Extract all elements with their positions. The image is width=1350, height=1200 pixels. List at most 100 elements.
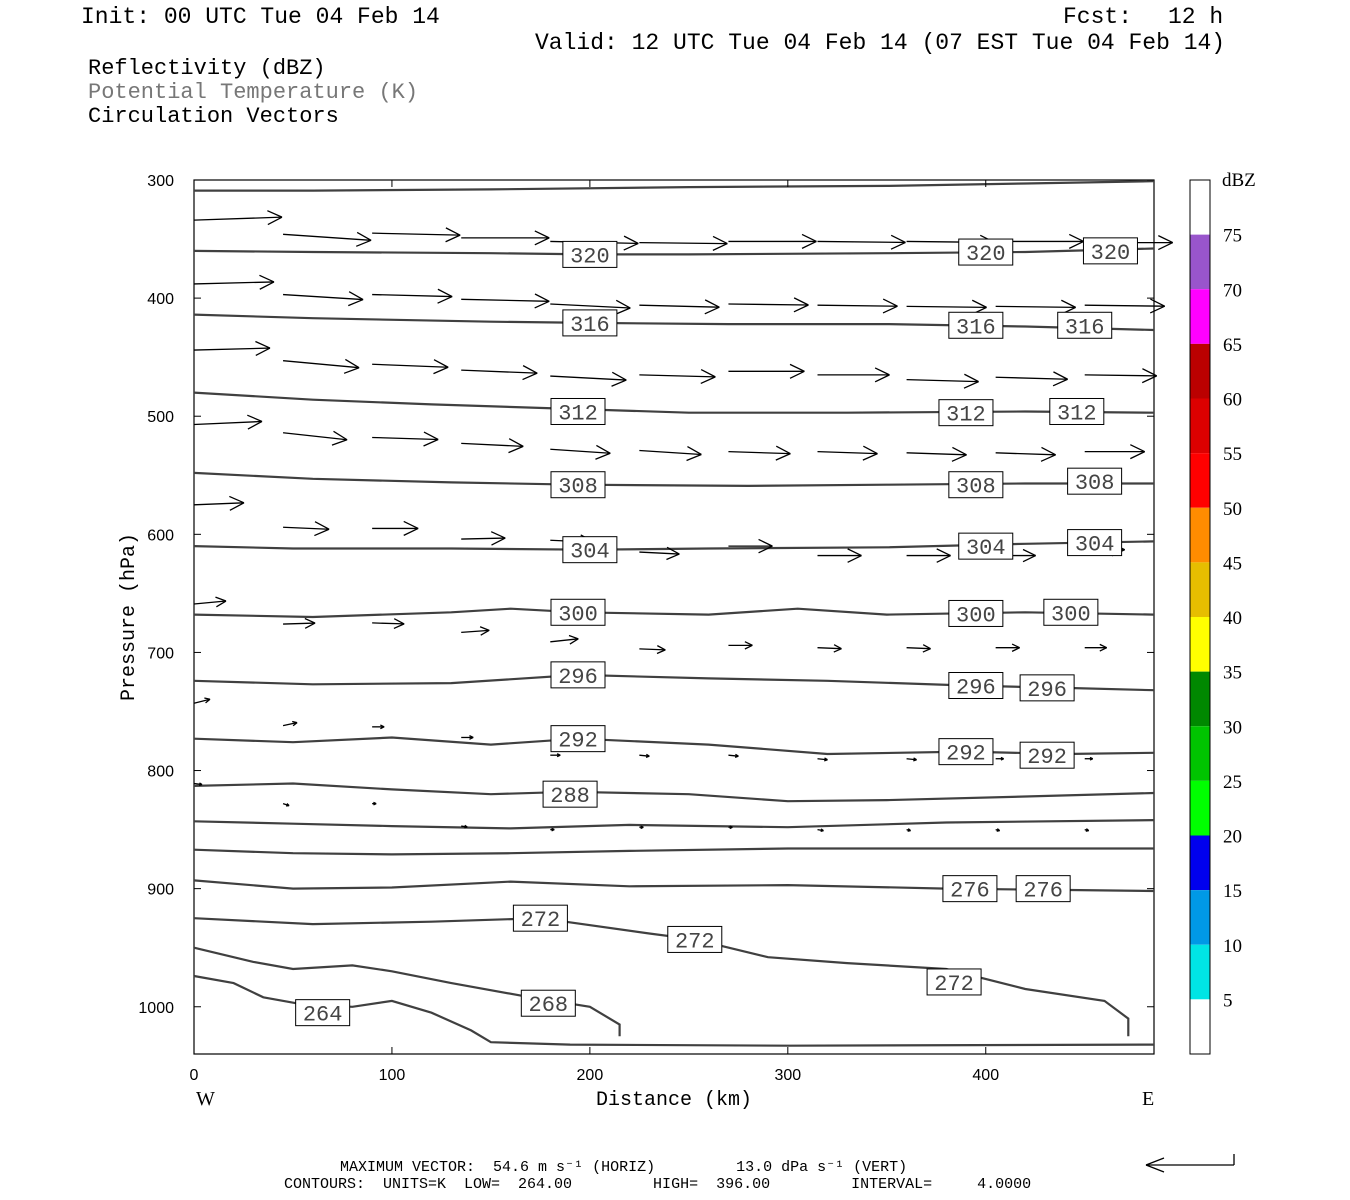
- vector-shaft: [817, 240, 906, 244]
- contour-label: 296: [550, 661, 606, 690]
- vector-head: [623, 235, 639, 244]
- vector-head: [314, 521, 330, 530]
- contour-label-text: 320: [966, 242, 1006, 267]
- vector-shaft: [817, 647, 842, 650]
- vector-head: [951, 454, 967, 462]
- circulation-vector: [461, 626, 490, 636]
- vector-head: [331, 439, 348, 446]
- circulation-vector: [728, 641, 753, 650]
- vector-shaft: [906, 647, 931, 650]
- circulation-vector: [995, 643, 1020, 652]
- vector-shaft: [283, 526, 330, 530]
- circulation-vector: [550, 634, 579, 645]
- vector-head: [304, 617, 316, 624]
- vector-shaft: [1084, 304, 1165, 307]
- vector-head: [259, 274, 275, 283]
- contour-label: 296: [948, 672, 1004, 701]
- vector-head: [469, 736, 474, 740]
- contour-label-box: [295, 999, 351, 1027]
- vector-head: [1089, 758, 1094, 761]
- circulation-vector: [728, 538, 773, 554]
- vector-shaft: [461, 298, 550, 302]
- contour-label-box: [1043, 598, 1099, 626]
- y-axis-title: Pressure (hPa): [118, 533, 141, 701]
- vector-shaft: [193, 600, 227, 605]
- vector-shaft: [283, 233, 372, 241]
- circulation-vector: [372, 359, 449, 375]
- vector-head: [801, 240, 817, 249]
- vector-head: [204, 697, 211, 700]
- circulation-vector: [817, 828, 824, 833]
- contour-label-text: 300: [956, 603, 996, 628]
- circulation-vector: [283, 358, 360, 374]
- circulation-vector: [283, 617, 316, 629]
- vector-shaft: [817, 304, 898, 307]
- vector-head: [348, 291, 364, 301]
- vector-head: [758, 545, 773, 554]
- vector-head: [1099, 647, 1108, 652]
- colorbar-segment: [1190, 890, 1210, 945]
- y-tick-label: 800: [147, 764, 174, 781]
- vector-head: [1052, 378, 1068, 387]
- vector-shaft: [193, 698, 211, 704]
- circulation-vector: [906, 644, 931, 653]
- colorbar-segment: [1190, 562, 1210, 617]
- vector-shaft: [283, 432, 348, 441]
- vector-shaft: [550, 638, 579, 643]
- contour-label-text: 272: [934, 972, 974, 997]
- vector-head: [1000, 758, 1004, 761]
- vector-head: [1141, 375, 1157, 384]
- footer-contours: CONTOURS: UNITS=K LOW= 264.00 HIGH= 396.…: [284, 1176, 1032, 1193]
- contour-label-text: 316: [570, 313, 610, 338]
- isentrope-line: [193, 847, 1154, 856]
- circulation-vector: [639, 299, 720, 315]
- contour-label-box: [1082, 237, 1138, 265]
- vector-head: [823, 759, 828, 762]
- vector-shaft: [906, 378, 979, 383]
- contour-label-box: [667, 925, 723, 953]
- contour-label-text: 304: [570, 540, 610, 565]
- colorbar-label: 10: [1223, 936, 1242, 957]
- vector-head: [666, 546, 680, 555]
- vector-shaft: [193, 502, 245, 506]
- reference-vector-arrow: [1145, 1154, 1235, 1173]
- circulation-vector: [639, 546, 680, 561]
- contour-label-text: 304: [1075, 533, 1115, 558]
- contour-label-text: 300: [1051, 602, 1091, 627]
- contour-label-box: [562, 536, 618, 564]
- vector-head: [595, 452, 611, 460]
- contour-label-box: [542, 780, 598, 808]
- vector-head: [862, 453, 878, 461]
- vector-head: [569, 638, 579, 645]
- contour-label: 304: [1067, 529, 1123, 558]
- footer-max-vector: MAXIMUM VECTOR: 54.6 m s⁻¹ (HORIZ) 13.0 …: [340, 1159, 908, 1176]
- vector-shaft: [193, 216, 283, 221]
- y-tick-label: 700: [147, 645, 174, 662]
- vector-head: [640, 826, 644, 830]
- contour-label-box: [948, 599, 1004, 627]
- vector-shaft: [728, 303, 809, 306]
- circulation-vector: [639, 825, 644, 830]
- circulation-vector: [193, 340, 271, 356]
- circulation-vector: [639, 235, 728, 251]
- circulation-vector: [461, 230, 550, 246]
- contour-label-box: [550, 725, 606, 753]
- colorbar-frame: [1189, 179, 1211, 1055]
- vector-head: [314, 528, 330, 537]
- vector-head: [922, 644, 931, 650]
- circulation-vector: [817, 445, 878, 461]
- vector-head: [403, 520, 419, 530]
- contour-label: 288: [542, 780, 598, 809]
- vector-shaft: [639, 304, 720, 308]
- circulation-vector: [282, 802, 290, 807]
- vector-head: [666, 553, 680, 561]
- vector-head: [479, 626, 490, 631]
- contour-label-text: 320: [570, 244, 610, 269]
- vector-head: [216, 600, 227, 608]
- vector-head: [267, 216, 283, 226]
- vector-shaft: [372, 232, 461, 236]
- vector-head: [623, 242, 639, 251]
- vector-head: [1041, 446, 1056, 456]
- vector-shaft: [639, 241, 728, 245]
- vector-head: [259, 281, 275, 290]
